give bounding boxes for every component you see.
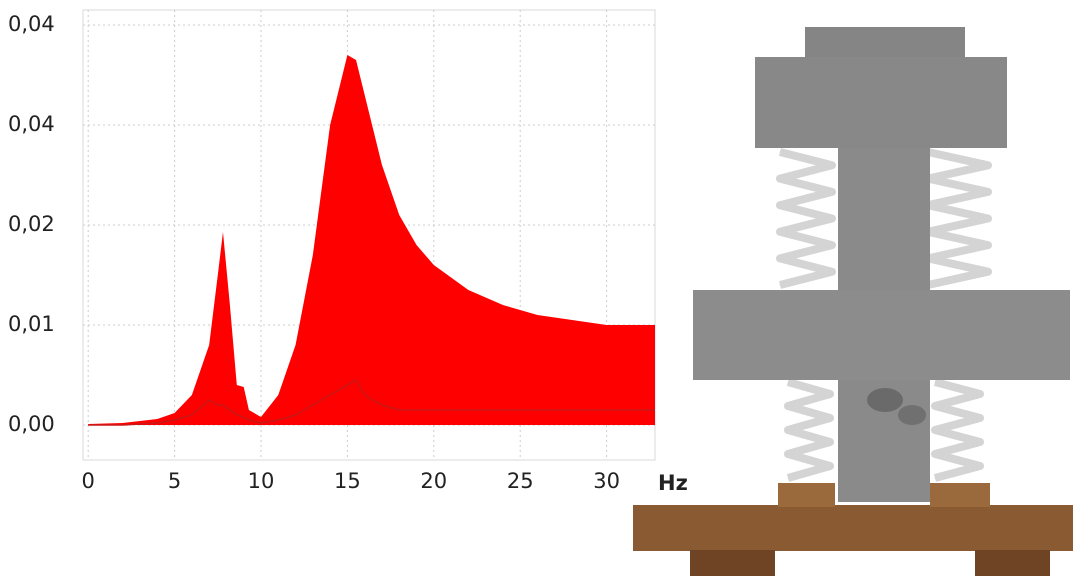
y-tick-label: 0,04 bbox=[8, 12, 55, 36]
wood-foot bbox=[975, 550, 1050, 576]
y-tick-label: 0,00 bbox=[8, 412, 55, 436]
x-tick-label: 25 bbox=[507, 469, 534, 493]
motor-part bbox=[898, 405, 926, 425]
area bbox=[88, 55, 656, 425]
line bbox=[88, 378, 655, 426]
wood-base bbox=[633, 505, 1073, 551]
wood-foot bbox=[690, 550, 775, 576]
spring bbox=[931, 378, 984, 482]
y-tick-label: 0,02 bbox=[8, 212, 55, 236]
top-cap bbox=[805, 27, 965, 59]
motor-part bbox=[867, 388, 903, 412]
x-axis-label: Hz bbox=[658, 471, 688, 495]
chart: 0,00 0,01 0,02 0,04 0,04 0 5 10 15 20 25 30 Hz bbox=[8, 9, 688, 495]
spring bbox=[784, 378, 834, 482]
spring-pad bbox=[930, 483, 990, 507]
spring-pad bbox=[778, 483, 835, 507]
top-mass bbox=[755, 57, 1007, 148]
mechanism bbox=[633, 27, 1073, 576]
spring bbox=[776, 148, 836, 289]
spring bbox=[924, 148, 992, 289]
y-tick-label: 0,04 bbox=[8, 112, 55, 136]
x-tick-label: 0 bbox=[81, 469, 94, 493]
middle-mass bbox=[693, 290, 1070, 380]
y-tick-label: 0,01 bbox=[8, 312, 55, 336]
x-tick-label: 15 bbox=[334, 469, 361, 493]
x-tick-label: 5 bbox=[168, 469, 181, 493]
x-tick-label: 10 bbox=[248, 469, 275, 493]
x-tick-label: 30 bbox=[593, 469, 620, 493]
x-tick-label: 20 bbox=[420, 469, 447, 493]
